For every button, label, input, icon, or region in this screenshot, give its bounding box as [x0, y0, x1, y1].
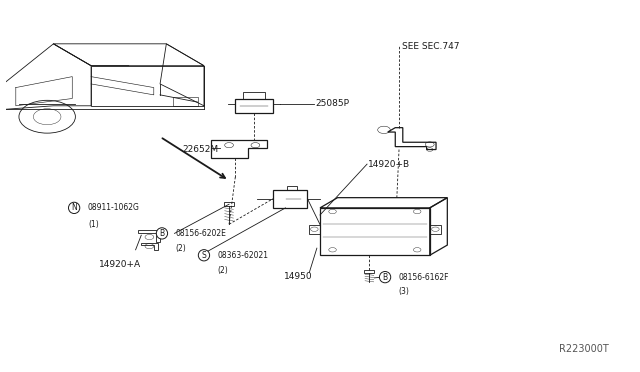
Bar — [173, 97, 198, 106]
Text: S: S — [202, 251, 206, 260]
Bar — [320, 208, 430, 255]
Bar — [243, 92, 266, 99]
Text: R223000T: R223000T — [559, 344, 609, 354]
Bar — [364, 270, 374, 273]
Text: (2): (2) — [176, 244, 186, 253]
Bar — [308, 225, 320, 234]
Text: 08156-6202E: 08156-6202E — [176, 229, 227, 238]
Text: 22652M: 22652M — [182, 145, 218, 154]
Text: 08911-1062G: 08911-1062G — [88, 203, 140, 212]
Text: (2): (2) — [218, 266, 228, 275]
Text: 25085P: 25085P — [316, 99, 349, 109]
Text: (3): (3) — [399, 287, 410, 296]
Bar — [273, 190, 307, 208]
Text: 08156-6162F: 08156-6162F — [399, 273, 449, 282]
Text: 14920+A: 14920+A — [99, 260, 141, 269]
Text: B: B — [383, 273, 388, 282]
Text: (1): (1) — [88, 220, 99, 229]
Bar — [224, 202, 234, 206]
Text: SEE SEC.747: SEE SEC.747 — [401, 42, 459, 51]
Bar — [236, 99, 273, 113]
Text: 14950: 14950 — [284, 272, 313, 280]
Text: N: N — [71, 203, 77, 212]
Bar — [287, 186, 297, 190]
Text: 14920+B: 14920+B — [368, 160, 410, 169]
Text: B: B — [159, 229, 164, 238]
Bar — [430, 225, 441, 234]
Text: 08363-62021: 08363-62021 — [218, 251, 269, 260]
